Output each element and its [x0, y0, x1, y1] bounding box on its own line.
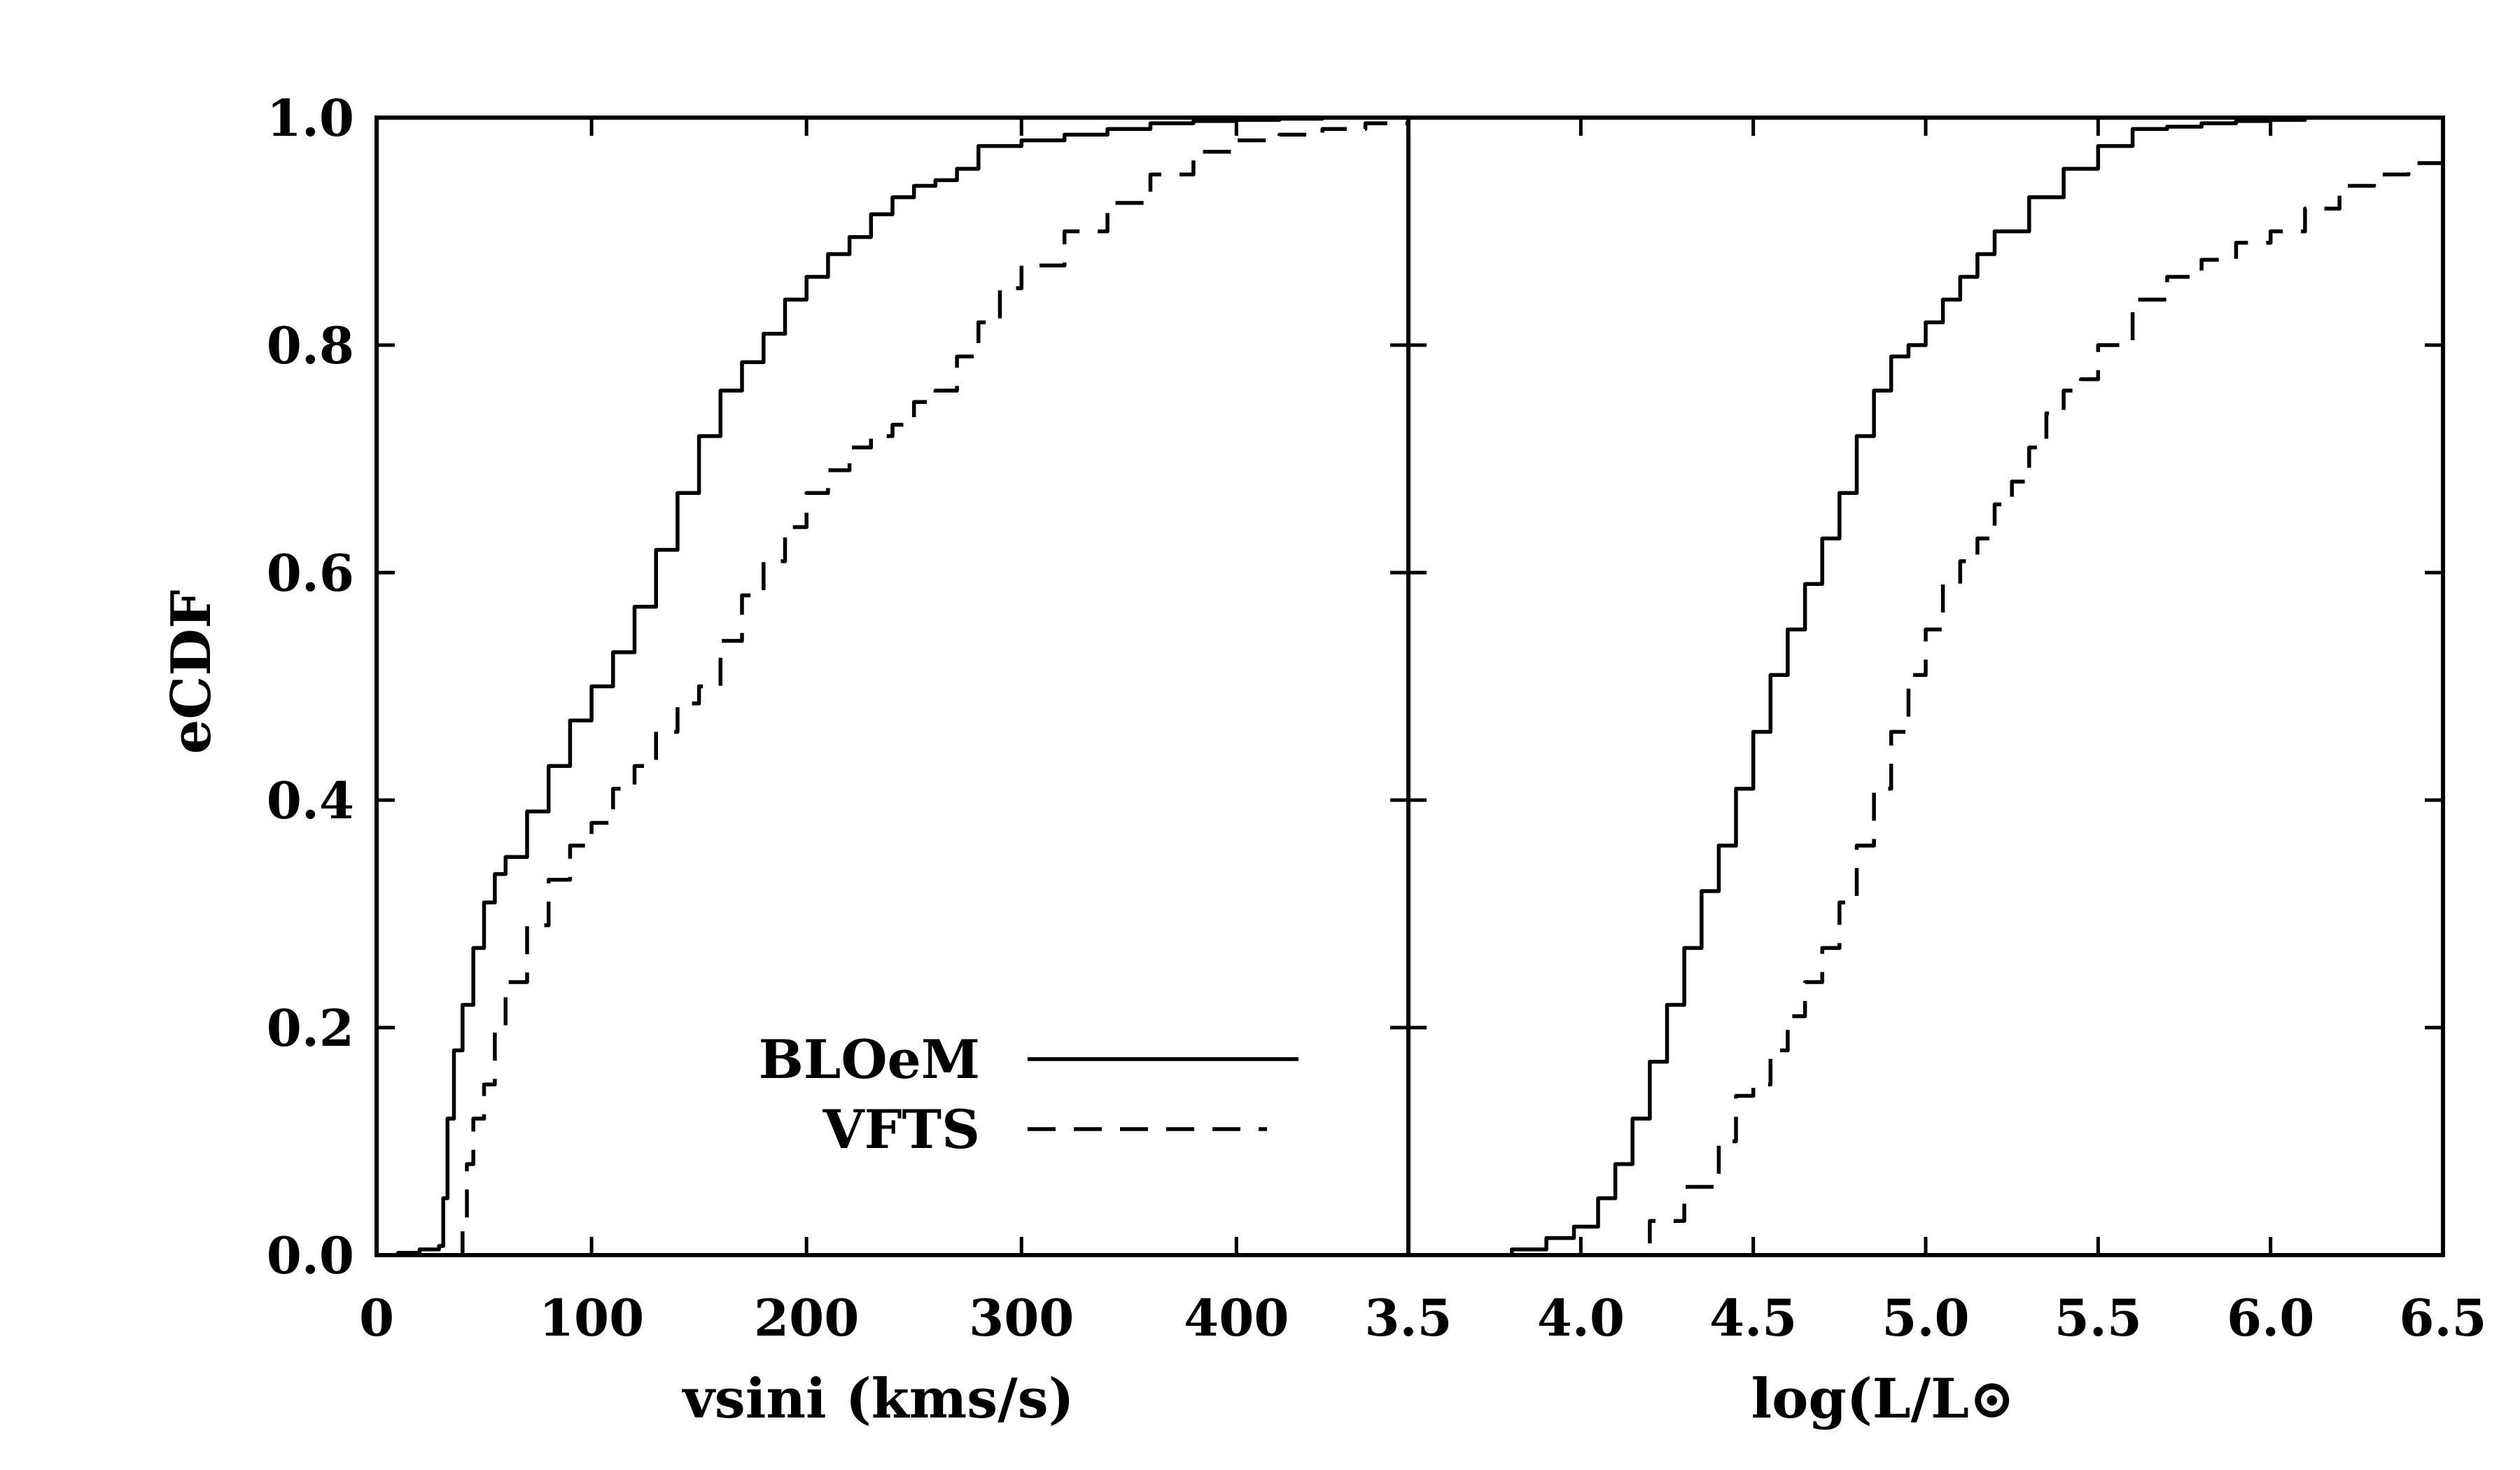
left-x-tick-label: 300 — [969, 1288, 1074, 1348]
left-series-vfts — [458, 120, 1410, 1257]
y-tick-label: 0.6 — [267, 543, 354, 603]
right-x-tick-label: 6.0 — [2227, 1288, 2314, 1348]
right-x-tick-label: 3.5 — [1364, 1288, 1452, 1348]
left-x-tick-label: 400 — [1184, 1288, 1289, 1348]
legend-label-bloem: BLOeM — [759, 1028, 980, 1091]
right-plot-frame — [1406, 115, 2445, 1257]
right-x-tick-label: 5.0 — [1882, 1288, 1969, 1348]
y-axis-title: eCDF — [160, 590, 223, 755]
y-tick-label: 1.0 — [267, 88, 354, 148]
left-x-tick-label: 100 — [539, 1288, 644, 1348]
left-x-tick-label: 200 — [754, 1288, 859, 1348]
left-series-bloem — [377, 115, 1344, 1257]
legend: BLOeM VFTS — [759, 1028, 1298, 1161]
y-tick-label: 0.4 — [267, 771, 354, 830]
y-tick-label: 0.8 — [267, 316, 354, 375]
right-panel: 3.5 4.0 4.5 5.0 5.5 6.0 6.5 — [1364, 115, 2487, 1348]
right-x-tick-label: 6.5 — [2399, 1288, 2486, 1348]
y-tick-label: 0.0 — [267, 1226, 354, 1285]
right-series-vfts — [1615, 151, 2445, 1257]
y-tick-label: 0.2 — [267, 998, 354, 1058]
right-x-axis-title: log(L/L⊙ — [1751, 1367, 2015, 1431]
right-series-bloem — [1488, 115, 2323, 1257]
right-x-tick-label: 5.5 — [2054, 1288, 2142, 1348]
right-x-tick-label: 4.5 — [1709, 1288, 1797, 1348]
legend-label-vfts: VFTS — [822, 1098, 980, 1161]
left-x-axis-title: vsini (kms/s) — [681, 1367, 1074, 1431]
right-x-tick-label: 4.0 — [1537, 1288, 1625, 1348]
left-x-tick-label: 0 — [359, 1288, 394, 1348]
left-panel: 0 100 200 300 400 0.0 0.2 0.4 0.6 0.8 1.0 — [267, 88, 1410, 1348]
